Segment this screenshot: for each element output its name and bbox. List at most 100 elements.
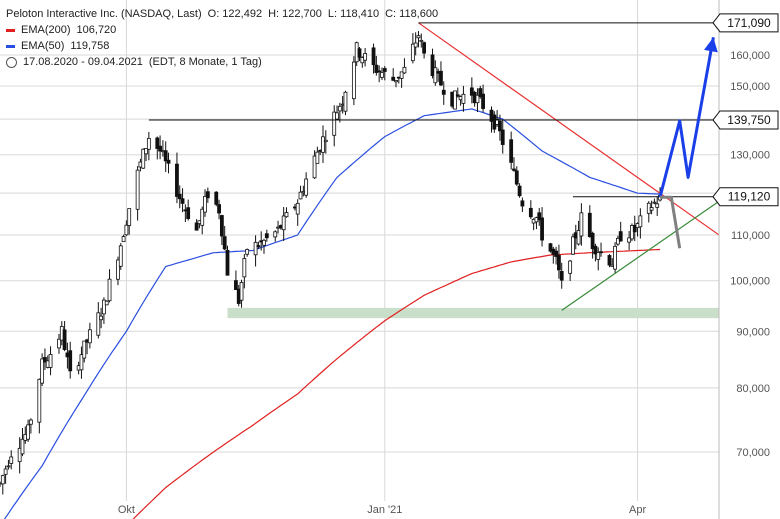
candle-body bbox=[557, 255, 561, 271]
candle-body bbox=[514, 170, 519, 185]
candle-body bbox=[163, 150, 168, 162]
ema50-value: 119,758 bbox=[70, 40, 110, 52]
candle-body bbox=[571, 236, 575, 255]
candle-body bbox=[461, 93, 466, 104]
candle-body bbox=[498, 120, 502, 132]
candle-body bbox=[638, 215, 643, 228]
candle-body bbox=[82, 340, 87, 359]
candle-body bbox=[135, 169, 140, 210]
y-tick-label: 100,000 bbox=[730, 276, 770, 288]
candle-body bbox=[500, 129, 505, 145]
candle-body bbox=[413, 42, 418, 48]
candle-body bbox=[576, 230, 581, 245]
ema200-label: EMA(200) bbox=[21, 24, 71, 36]
x-tick-label: Jan '21 bbox=[367, 504, 402, 516]
candle-body bbox=[559, 271, 564, 281]
candle-body bbox=[391, 76, 396, 81]
candle-body bbox=[107, 278, 112, 302]
candle-body bbox=[380, 72, 384, 78]
candle-body bbox=[312, 155, 317, 179]
y-tick-label: 90,000 bbox=[736, 326, 770, 338]
projection-arrowhead bbox=[704, 37, 718, 53]
candle-body bbox=[315, 151, 320, 164]
support-zone bbox=[227, 307, 719, 319]
candle-body bbox=[382, 68, 387, 72]
candle-body bbox=[374, 64, 379, 73]
support-trendline bbox=[561, 200, 720, 311]
period-detail: (EDT, 8 Monate, 1 Tag) bbox=[148, 56, 262, 68]
candle-body bbox=[62, 329, 67, 350]
axes: 70,00080,00090,000100,000110,000120,0001… bbox=[118, 0, 779, 519]
candle-body bbox=[590, 232, 595, 250]
candle-body bbox=[568, 260, 573, 274]
chart-title: Peloton Interactive Inc. (NASDAQ, Last) bbox=[6, 8, 202, 20]
candle-body bbox=[203, 196, 207, 213]
candle-body bbox=[655, 203, 660, 208]
candle-body bbox=[99, 315, 104, 321]
candle-body bbox=[627, 237, 632, 243]
ohlc-close: C: 118,600 bbox=[385, 8, 439, 20]
candle-body bbox=[26, 424, 30, 440]
candle-body bbox=[363, 53, 368, 61]
support-zone-layer bbox=[227, 307, 719, 319]
candle-body bbox=[222, 236, 227, 250]
candle-body bbox=[219, 215, 224, 237]
candle-body bbox=[554, 250, 559, 257]
candle-body bbox=[649, 207, 654, 211]
candle-body bbox=[520, 200, 525, 207]
resistance-trendline bbox=[418, 22, 720, 236]
candle-body bbox=[121, 236, 126, 243]
candle-body bbox=[632, 224, 637, 233]
candle-body bbox=[371, 47, 376, 66]
candle-body bbox=[245, 249, 250, 255]
candle-body bbox=[430, 54, 435, 76]
y-tick-label: 160,000 bbox=[730, 50, 770, 62]
x-tick-label: Apr bbox=[629, 504, 646, 516]
candle-body bbox=[433, 67, 438, 84]
ema50-label: EMA(50) bbox=[21, 40, 65, 52]
candle-body bbox=[596, 252, 601, 260]
y-tick-label: 80,000 bbox=[736, 383, 770, 395]
candle-body bbox=[205, 191, 210, 199]
candle-body bbox=[57, 338, 61, 349]
candle-body bbox=[281, 215, 286, 231]
candle-body bbox=[124, 224, 129, 236]
candle-body bbox=[155, 137, 160, 149]
ohlc-low: L: 118,410 bbox=[327, 8, 380, 20]
candle-body bbox=[469, 87, 474, 96]
candle-body bbox=[332, 111, 337, 136]
candle-body bbox=[410, 43, 415, 62]
ohlc-high: H: 122,700 bbox=[268, 8, 322, 20]
candle-body bbox=[253, 241, 258, 256]
candle-body bbox=[284, 212, 289, 218]
projection-up-path bbox=[658, 37, 715, 198]
candle-body bbox=[43, 357, 47, 363]
candle-body bbox=[37, 378, 42, 423]
candle-body bbox=[481, 93, 485, 109]
candle-body bbox=[599, 251, 603, 254]
candle-body bbox=[509, 139, 514, 163]
candle-body bbox=[40, 358, 45, 384]
candle-body bbox=[652, 201, 657, 204]
candle-body bbox=[337, 105, 342, 112]
legend-period-row: 17.08.2020 - 09.04.2021 (EDT, 8 Monate, … bbox=[6, 54, 444, 70]
candle-body bbox=[512, 168, 516, 171]
candle-body bbox=[234, 280, 238, 290]
candle-body bbox=[455, 94, 460, 97]
candle-body bbox=[422, 42, 426, 54]
candle-body bbox=[273, 231, 278, 238]
candle-body bbox=[528, 207, 533, 218]
candle-body bbox=[144, 147, 148, 155]
projection-down-path bbox=[660, 195, 682, 249]
candle-body bbox=[28, 419, 33, 425]
candle-body bbox=[127, 208, 132, 226]
candle-body bbox=[262, 239, 266, 246]
candle-body bbox=[607, 255, 612, 266]
candle-body bbox=[180, 198, 185, 204]
annotations bbox=[148, 22, 720, 311]
price-badge bbox=[712, 110, 779, 130]
candle-body bbox=[402, 66, 407, 74]
candle-body bbox=[537, 212, 542, 221]
